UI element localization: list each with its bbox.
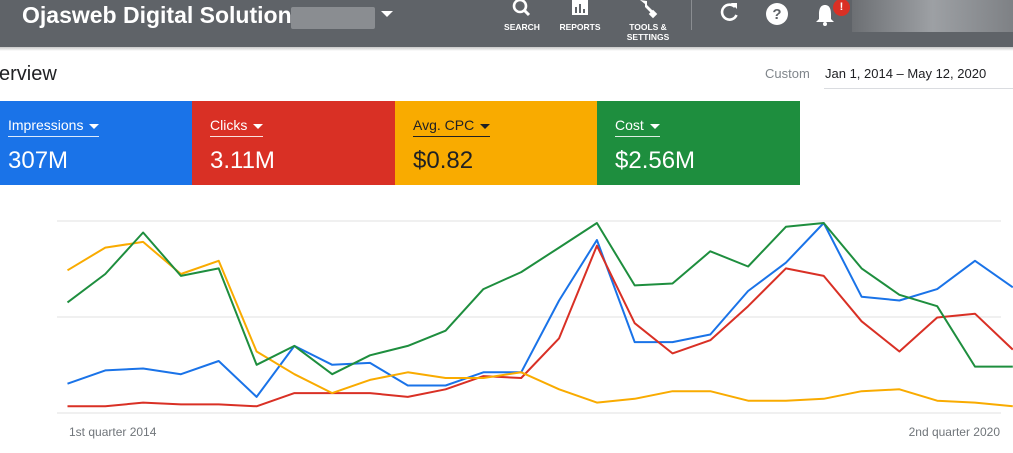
- metric-label-impressions[interactable]: Impressions: [8, 117, 100, 137]
- x-tick-end: 2nd quarter 2020: [909, 425, 1001, 439]
- performance-line-chart[interactable]: 1st quarter 2014 2nd quarter 2020: [0, 195, 1013, 453]
- wrench-icon: [640, 0, 658, 19]
- account-name[interactable]: Ojasweb Digital Solution: [22, 2, 292, 28]
- svg-text:?: ?: [772, 6, 781, 23]
- chevron-down-icon: [480, 123, 491, 129]
- notification-badge: !: [833, 0, 850, 16]
- tools-settings-button[interactable]: TOOLS & SETTINGS: [622, 0, 674, 44]
- metric-label-avg-cpc[interactable]: Avg. CPC: [413, 117, 491, 137]
- metric-card-impressions[interactable]: Impressions 307M: [0, 101, 192, 185]
- account-id-redacted: [291, 7, 375, 29]
- metric-value-cost: $2.56M: [615, 147, 696, 174]
- series-line-clicks[interactable]: [67, 244, 1013, 408]
- tools-settings-label-1: TOOLS &: [629, 22, 667, 32]
- metric-label-cost[interactable]: Cost: [615, 117, 660, 137]
- chart-gridlines: [57, 220, 1001, 414]
- top-app-bar: Ojasweb Digital Solution SEARCH REPORTS …: [0, 0, 1013, 47]
- x-tick-start: 1st quarter 2014: [69, 425, 157, 439]
- search-tool-button[interactable]: SEARCH: [502, 0, 542, 44]
- search-tool-label: SEARCH: [504, 22, 540, 32]
- metric-card-avg-cpc[interactable]: Avg. CPC $0.82: [395, 101, 597, 185]
- reports-icon: [572, 0, 588, 15]
- series-line-impressions[interactable]: [67, 222, 1013, 398]
- metric-label-clicks[interactable]: Clicks: [210, 117, 264, 137]
- profile-area-redacted[interactable]: [852, 0, 1013, 32]
- page-title: erview: [0, 63, 57, 85]
- refresh-icon[interactable]: [718, 2, 740, 24]
- metric-card-clicks[interactable]: Clicks 3.11M: [192, 101, 395, 185]
- reports-tool-label: REPORTS: [559, 22, 601, 32]
- series-line-cost[interactable]: [66, 222, 1013, 376]
- help-icon[interactable]: ?: [765, 2, 789, 26]
- series-line-avg-cpc[interactable]: [66, 240, 1013, 408]
- metric-value-clicks: 3.11M: [210, 147, 275, 174]
- search-icon: [512, 0, 531, 17]
- metric-value-avg-cpc: $0.82: [413, 147, 474, 174]
- date-range-underline: [824, 88, 1013, 89]
- notifications-bell-icon[interactable]: [813, 3, 837, 27]
- metric-card-cost[interactable]: Cost $2.56M: [597, 101, 800, 185]
- metric-value-impressions: 307M: [8, 147, 69, 174]
- chevron-down-icon: [89, 123, 100, 129]
- toolbar-shadow: [0, 47, 1013, 51]
- chevron-down-icon: [649, 123, 660, 129]
- chevron-down-icon: [253, 123, 264, 129]
- toolbar-divider: [691, 0, 692, 30]
- date-range-type[interactable]: Custom: [765, 66, 810, 81]
- date-range-value[interactable]: Jan 1, 2014 – May 12, 2020: [825, 66, 987, 81]
- reports-tool-button[interactable]: REPORTS: [557, 0, 603, 44]
- account-dropdown-caret-icon[interactable]: [381, 11, 393, 17]
- tools-settings-label-2: SETTINGS: [626, 32, 670, 42]
- chart-series: [66, 222, 1013, 408]
